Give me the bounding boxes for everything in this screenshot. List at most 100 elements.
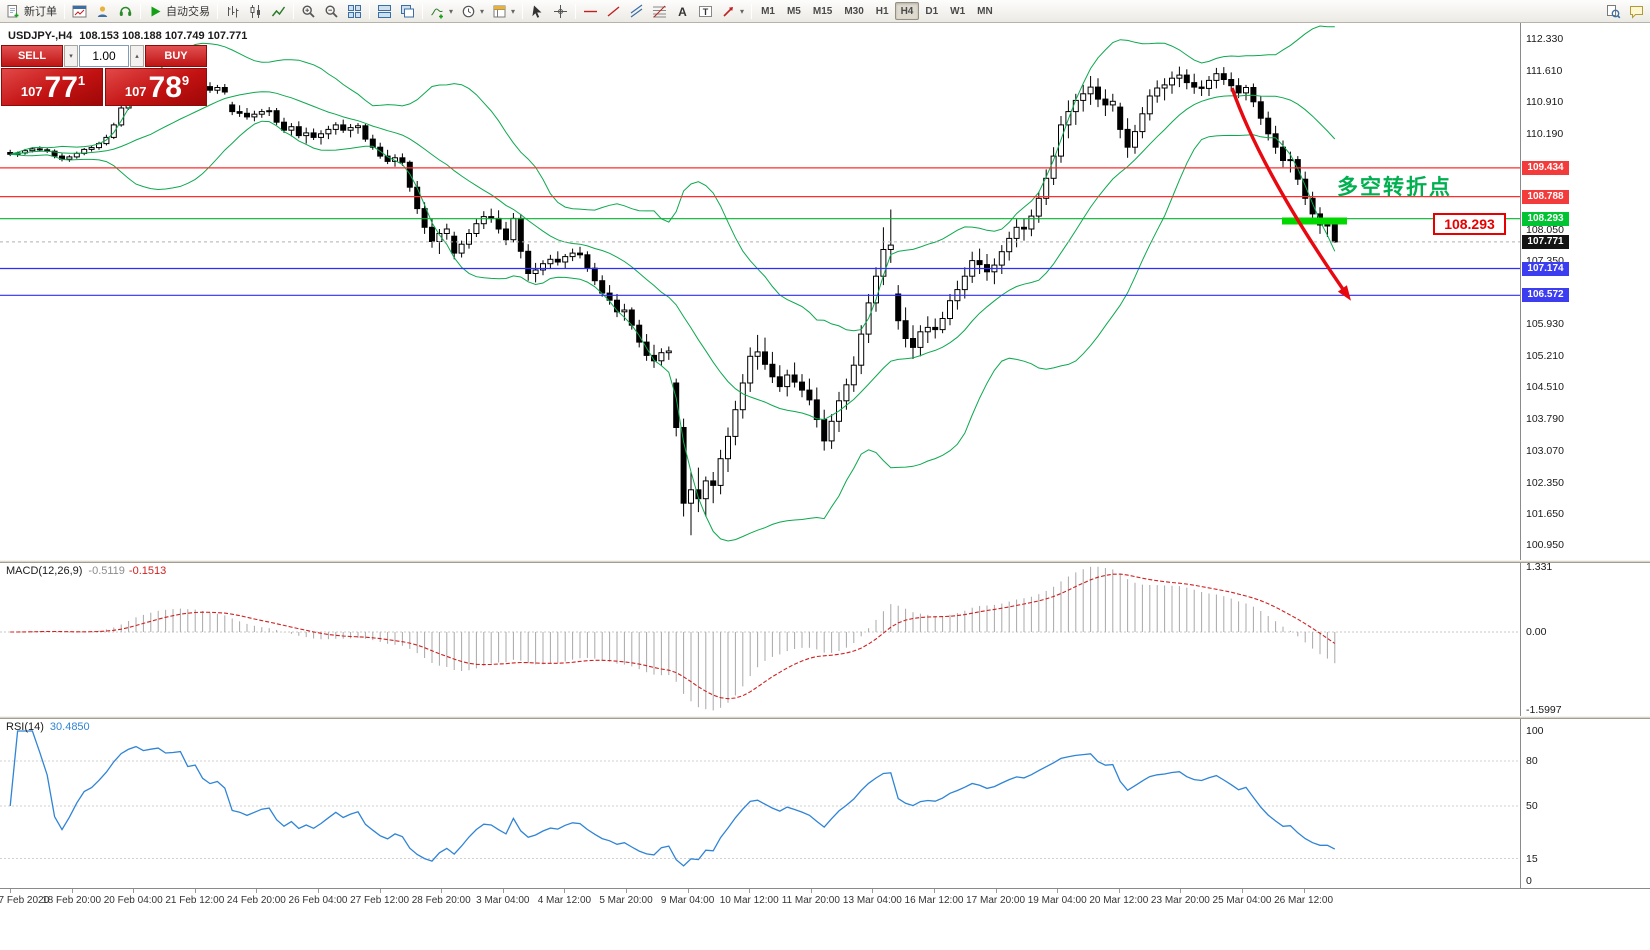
time-label: 26 Feb 04:00 bbox=[288, 895, 348, 906]
time-tick bbox=[1303, 889, 1305, 893]
price-tag: 109.434 bbox=[1522, 160, 1569, 175]
macd-panel[interactable] bbox=[0, 563, 1520, 716]
rsi-scale-label: 80 bbox=[1526, 755, 1538, 767]
time-label: 3 Mar 04:00 bbox=[476, 895, 530, 906]
trendline-button[interactable] bbox=[602, 2, 625, 21]
timeframe-m15-button[interactable]: M15 bbox=[812, 5, 833, 17]
zoom-in-button[interactable] bbox=[297, 2, 320, 21]
sell-dropdown-button[interactable]: ▾ bbox=[64, 45, 78, 67]
price-label: 112.330 bbox=[1526, 33, 1564, 45]
text-label-button[interactable]: T bbox=[694, 2, 717, 21]
timeframe-mn-button[interactable]: MN bbox=[977, 5, 993, 17]
caret-down-icon: ▾ bbox=[69, 53, 73, 60]
toolbar-separator bbox=[217, 3, 218, 19]
zoom-out-button[interactable] bbox=[320, 2, 343, 21]
price-tag: 107.174 bbox=[1522, 261, 1569, 276]
chart-window-button[interactable] bbox=[68, 2, 91, 21]
new-order-button[interactable]: 新订单 bbox=[2, 2, 61, 21]
buy-price-figure: 107 bbox=[124, 84, 147, 99]
toolbar-separator bbox=[522, 3, 524, 19]
macd-name: MACD(12,26,9) bbox=[6, 565, 83, 577]
search-icon bbox=[1606, 4, 1621, 19]
dropdown-caret-icon: ▾ bbox=[511, 6, 516, 16]
timeframe-d1-button[interactable]: D1 bbox=[925, 5, 939, 17]
time-label: 13 Mar 04:00 bbox=[842, 895, 902, 906]
price-callout-box[interactable]: 108.293 bbox=[1433, 213, 1506, 235]
price-label: 110.910 bbox=[1526, 96, 1564, 109]
arrows-button[interactable]: ▾ bbox=[717, 2, 748, 21]
cursor-button[interactable] bbox=[526, 2, 549, 21]
panel-separator[interactable] bbox=[0, 716, 1650, 719]
main-chart-panel[interactable] bbox=[0, 23, 1520, 560]
toolbar: 新订单 自动交易 ▾ ▾ ▾ A T ▾ M1 M5 M15 M30 H1 H4 D1 W1 MN bbox=[0, 0, 1650, 23]
buy-dropdown-button[interactable]: ▴ bbox=[130, 45, 144, 67]
axis-border bbox=[1520, 23, 1521, 888]
time-label: 11 Mar 20:00 bbox=[781, 895, 840, 906]
buy-quote[interactable]: 107 78 9 bbox=[105, 68, 207, 106]
candle-chart-button[interactable] bbox=[244, 2, 267, 21]
indicators-button[interactable]: ▾ bbox=[426, 2, 457, 21]
profiles-icon bbox=[95, 4, 110, 19]
crosshair-button[interactable] bbox=[549, 2, 572, 21]
tile-windows-button[interactable] bbox=[343, 2, 366, 21]
rsi-chart[interactable] bbox=[0, 719, 1520, 888]
timeframe-m30-button[interactable]: M30 bbox=[844, 5, 864, 17]
text-button[interactable]: A bbox=[671, 2, 694, 21]
candlestick-chart[interactable] bbox=[0, 23, 1520, 560]
price-axis[interactable]: 112.330111.610110.910110.190108.050107.3… bbox=[1521, 0, 1650, 912]
equidistant-channel-button[interactable] bbox=[625, 2, 648, 21]
sell-quote[interactable]: 107 77 1 bbox=[1, 68, 103, 106]
bar-chart-icon bbox=[225, 4, 240, 19]
equidistant-channel-icon bbox=[629, 4, 644, 19]
line-chart-button[interactable] bbox=[267, 2, 290, 21]
arrange-windows-button[interactable] bbox=[373, 2, 396, 21]
panel-separator[interactable] bbox=[0, 560, 1650, 563]
time-label: 9 Mar 04:00 bbox=[660, 895, 715, 906]
annotation-text[interactable]: 多空转折点 bbox=[1337, 176, 1452, 199]
time-tick bbox=[318, 889, 319, 893]
time-label: 20 Feb 04:00 bbox=[103, 895, 163, 906]
time-label: 21 Feb 12:00 bbox=[165, 895, 225, 906]
chat-button[interactable] bbox=[1625, 2, 1648, 21]
profiles-button[interactable] bbox=[91, 2, 114, 21]
search-button[interactable] bbox=[1602, 2, 1625, 21]
price-tag: 108.293 bbox=[1522, 211, 1569, 226]
time-tick bbox=[379, 889, 381, 893]
cascade-windows-button[interactable] bbox=[396, 2, 419, 21]
fibonacci-button[interactable] bbox=[648, 2, 671, 21]
support-button[interactable] bbox=[114, 2, 137, 21]
timeframe-m5-button[interactable]: M5 bbox=[786, 5, 801, 17]
price-label: 105.930 bbox=[1526, 317, 1564, 330]
timeframe-m1-button[interactable]: M1 bbox=[761, 5, 775, 17]
buy-button[interactable]: BUY bbox=[145, 45, 207, 67]
time-tick bbox=[1057, 889, 1059, 893]
cascade-windows-icon bbox=[400, 4, 415, 19]
timeframe-h4-button[interactable]: H4 bbox=[894, 2, 920, 20]
macd-chart[interactable] bbox=[0, 563, 1520, 716]
periods-button[interactable]: ▾ bbox=[457, 2, 488, 21]
time-tick bbox=[1118, 889, 1120, 893]
timeframe-h1-button[interactable]: H1 bbox=[875, 5, 889, 17]
horizontal-line-button[interactable] bbox=[579, 2, 602, 21]
fibonacci-icon bbox=[652, 4, 667, 19]
price-label: 103.070 bbox=[1526, 445, 1564, 458]
price-label: 101.650 bbox=[1526, 508, 1564, 521]
caret-up-icon: ▴ bbox=[135, 53, 139, 60]
volume-input[interactable] bbox=[79, 45, 129, 67]
time-label: 18 Feb 20:00 bbox=[42, 895, 102, 906]
templates-button[interactable]: ▾ bbox=[488, 2, 519, 21]
bar-chart-button[interactable] bbox=[221, 2, 244, 21]
time-label: 28 Feb 20:00 bbox=[411, 895, 471, 906]
sell-button[interactable]: SELL bbox=[1, 45, 63, 67]
sell-price-pips: 77 bbox=[44, 71, 78, 104]
time-tick bbox=[133, 889, 135, 893]
text-icon: A bbox=[675, 4, 690, 19]
timeframe-w1-button[interactable]: W1 bbox=[950, 5, 966, 17]
tile-windows-icon bbox=[347, 4, 362, 19]
time-label: 17 Mar 20:00 bbox=[966, 895, 1026, 906]
auto-trading-button[interactable]: 自动交易 bbox=[144, 2, 214, 21]
price-tag: 107.771 bbox=[1522, 234, 1569, 249]
rsi-panel[interactable] bbox=[0, 719, 1520, 888]
horizontal-line-icon bbox=[583, 4, 598, 19]
